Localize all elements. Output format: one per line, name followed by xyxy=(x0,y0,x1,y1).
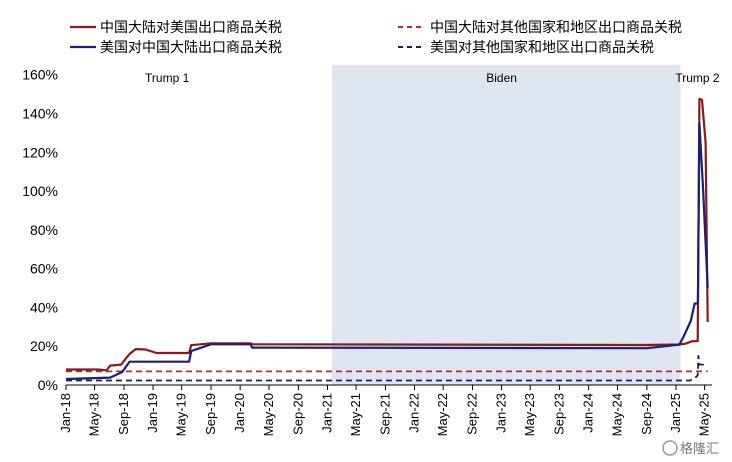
x-tick-label: May-21 xyxy=(348,393,363,436)
x-tick-label: May-25 xyxy=(697,393,712,436)
watermark-logo-icon xyxy=(662,440,678,456)
series-line-3 xyxy=(66,355,708,382)
period-labels: Trump 1 Biden Trump 2 xyxy=(145,71,720,85)
x-tick-label: Jan-24 xyxy=(581,393,596,433)
legend-label-us-to-cn: 美国对中国大陆出口商品关税 xyxy=(100,40,282,56)
x-tick-label: Jan-23 xyxy=(494,393,509,433)
x-axis: Jan-18 May-18 Sep-18 Jan-19 May-19 Sep-19 Jan-… xyxy=(58,384,712,436)
watermark: 格隆汇 xyxy=(662,440,719,457)
x-tick-label: May-23 xyxy=(522,393,537,436)
x-tick-label: May-24 xyxy=(610,393,625,436)
x-tick-label: Sep-22 xyxy=(464,393,479,435)
y-tick-label: 40% xyxy=(30,299,58,315)
x-tick-label: Jan-22 xyxy=(407,393,422,433)
x-tick-label: Sep-24 xyxy=(639,393,654,435)
watermark-text: 格隆汇 xyxy=(680,441,719,457)
x-tick-label: May-19 xyxy=(174,393,189,436)
x-tick-label: Sep-23 xyxy=(552,393,567,435)
x-tick-label: Jan-25 xyxy=(668,393,683,433)
x-tick-label: Jan-19 xyxy=(145,393,160,433)
x-tick-label: Sep-20 xyxy=(290,393,305,435)
y-axis-tick-labels: 0% 20% 40% 60% 80% 100% 120% 140% 160% xyxy=(22,67,58,393)
y-tick-label: 0% xyxy=(38,377,58,393)
x-tick-label: Jan-20 xyxy=(232,393,247,433)
x-tick-label: May-20 xyxy=(261,393,276,436)
x-tick-label: Sep-18 xyxy=(116,393,131,435)
period-label: Trump 1 xyxy=(145,71,190,85)
legend: 中国大陆对美国出口商品关税 美国对中国大陆出口商品关税 中国大陆对其他国家和地区… xyxy=(70,19,682,56)
period-label: Trump 2 xyxy=(675,71,720,85)
legend-label-us-to-other: 美国对其他国家和地区出口商品关税 xyxy=(430,39,654,56)
x-tick-label: Jan-21 xyxy=(319,393,334,433)
x-tick-label: Sep-19 xyxy=(203,393,218,435)
y-tick-label: 100% xyxy=(22,183,58,199)
y-tick-label: 80% xyxy=(30,222,58,238)
x-tick-label: May-18 xyxy=(87,393,102,436)
y-tick-label: 160% xyxy=(22,67,58,83)
series-line-1 xyxy=(65,122,709,381)
x-tick-label: Sep-21 xyxy=(377,393,392,435)
y-tick-label: 140% xyxy=(22,105,58,121)
legend-label-cn-to-us: 中国大陆对美国出口商品关税 xyxy=(100,20,282,36)
y-tick-label: 60% xyxy=(30,261,58,277)
y-tick-label: 120% xyxy=(22,144,58,160)
y-tick-label: 20% xyxy=(30,338,58,354)
x-tick-label: May-22 xyxy=(435,393,450,436)
biden-shaded-region xyxy=(331,65,681,385)
legend-label-cn-to-other: 中国大陆对其他国家和地区出口商品关税 xyxy=(430,19,682,36)
x-tick-label: Jan-18 xyxy=(58,393,73,433)
period-label: Biden xyxy=(486,71,517,85)
series-lines xyxy=(65,97,709,382)
